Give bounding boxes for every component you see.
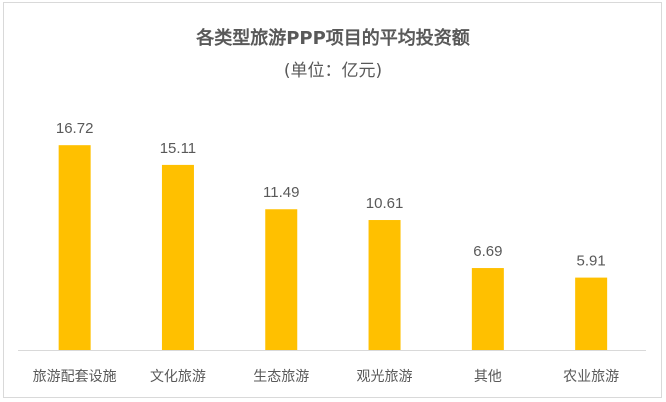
bar [265, 209, 298, 350]
bar [161, 164, 194, 350]
chart-title: 各类型旅游PPP项目的平均投资额 [196, 28, 470, 49]
bar [368, 220, 401, 350]
bar [471, 268, 504, 350]
x-tick-label: 文化旅游 [150, 369, 206, 385]
data-label: 10.61 [366, 195, 404, 212]
x-tick-label: 旅游配套设施 [33, 369, 117, 385]
x-tick-label: 农业旅游 [563, 369, 619, 385]
chart-subtitle: (单位：亿元) [283, 61, 383, 81]
data-label: 16.72 [56, 120, 94, 137]
bar [58, 145, 91, 350]
data-label: 15.11 [160, 140, 196, 157]
data-label: 11.49 [263, 184, 299, 201]
x-tick-label: 其他 [474, 369, 502, 385]
data-label: 6.69 [473, 243, 502, 260]
x-tick-label: 观光旅游 [357, 369, 413, 385]
bar [575, 277, 608, 350]
data-label: 5.91 [577, 253, 606, 270]
chart-border [3, 2, 662, 398]
x-tick-label: 生态旅游 [253, 369, 309, 385]
